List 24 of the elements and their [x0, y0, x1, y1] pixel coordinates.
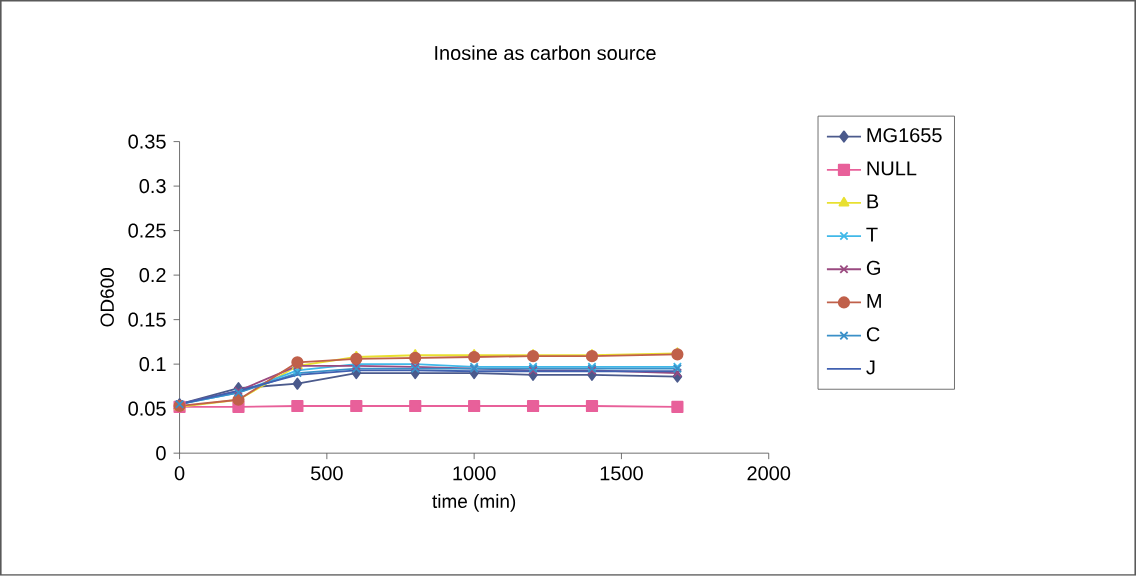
legend-label: B [867, 194, 879, 209]
x-tick-label: 1000 [453, 466, 496, 481]
legend-label: M [867, 294, 881, 308]
x-tick-label: 2000 [747, 466, 791, 481]
y-tick-label: 0.1 [139, 357, 166, 372]
y-tick-label: 0.05 [128, 401, 166, 416]
y-tick-label: 0.15 [128, 312, 166, 327]
y-tick-label: 0 [156, 446, 166, 461]
y-tick-label: 0.25 [128, 223, 166, 238]
y-tick-label: 0.2 [139, 268, 166, 283]
legend-label: J [866, 360, 875, 375]
y-axis-title: OD600 [100, 268, 114, 327]
y-tick-label: 0.35 [128, 134, 166, 149]
legend-label: C [866, 327, 880, 342]
x-tick-label: 1500 [600, 466, 643, 481]
x-tick-label: 500 [311, 466, 343, 481]
x-tick-label: 0 [174, 466, 185, 481]
legend-label: NULL [867, 161, 917, 176]
legend-label: G [866, 260, 880, 276]
x-axis-title: time (min) [432, 494, 516, 512]
legend-label: MG1655 [867, 128, 942, 143]
chart-title: Inosine as carbon source [435, 45, 656, 61]
y-tick-label: 0.3 [139, 179, 166, 194]
legend-label: T [866, 227, 878, 242]
